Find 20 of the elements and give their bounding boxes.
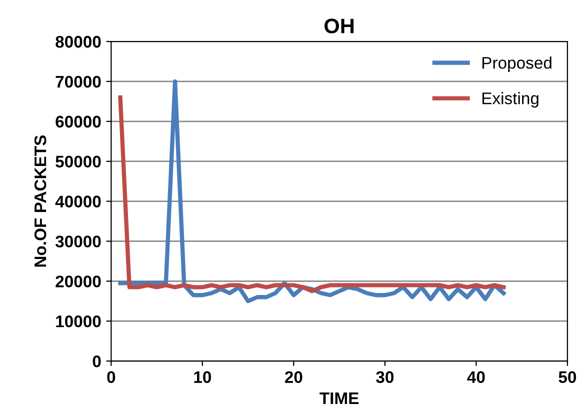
x-tick-label: 0	[107, 371, 116, 384]
y-axis-title: No.OF PACKETS	[34, 135, 46, 267]
x-tick-label: 10	[194, 371, 211, 384]
y-tick-label: 10000	[56, 316, 101, 328]
x-tick-label: 20	[284, 371, 302, 384]
y-tick-label: 50000	[56, 156, 101, 168]
x-tick-label: 30	[376, 371, 394, 384]
x-tick-label: 50	[558, 371, 576, 384]
x-tick-label: 40	[467, 371, 485, 384]
y-tick-label: 70000	[56, 76, 101, 88]
y-tick-label: 30000	[55, 236, 101, 248]
y-tick-label: 0	[92, 355, 101, 368]
legend-label: Existing	[482, 92, 538, 108]
legend-label: Proposed	[482, 56, 552, 72]
y-tick-label: 80000	[56, 36, 101, 48]
y-tick-label: 60000	[56, 116, 101, 128]
y-tick-label: 20000	[56, 276, 101, 288]
x-axis-title: TIME	[320, 392, 359, 404]
y-tick-label: 40000	[55, 196, 101, 208]
chart-title: OH	[324, 18, 354, 34]
